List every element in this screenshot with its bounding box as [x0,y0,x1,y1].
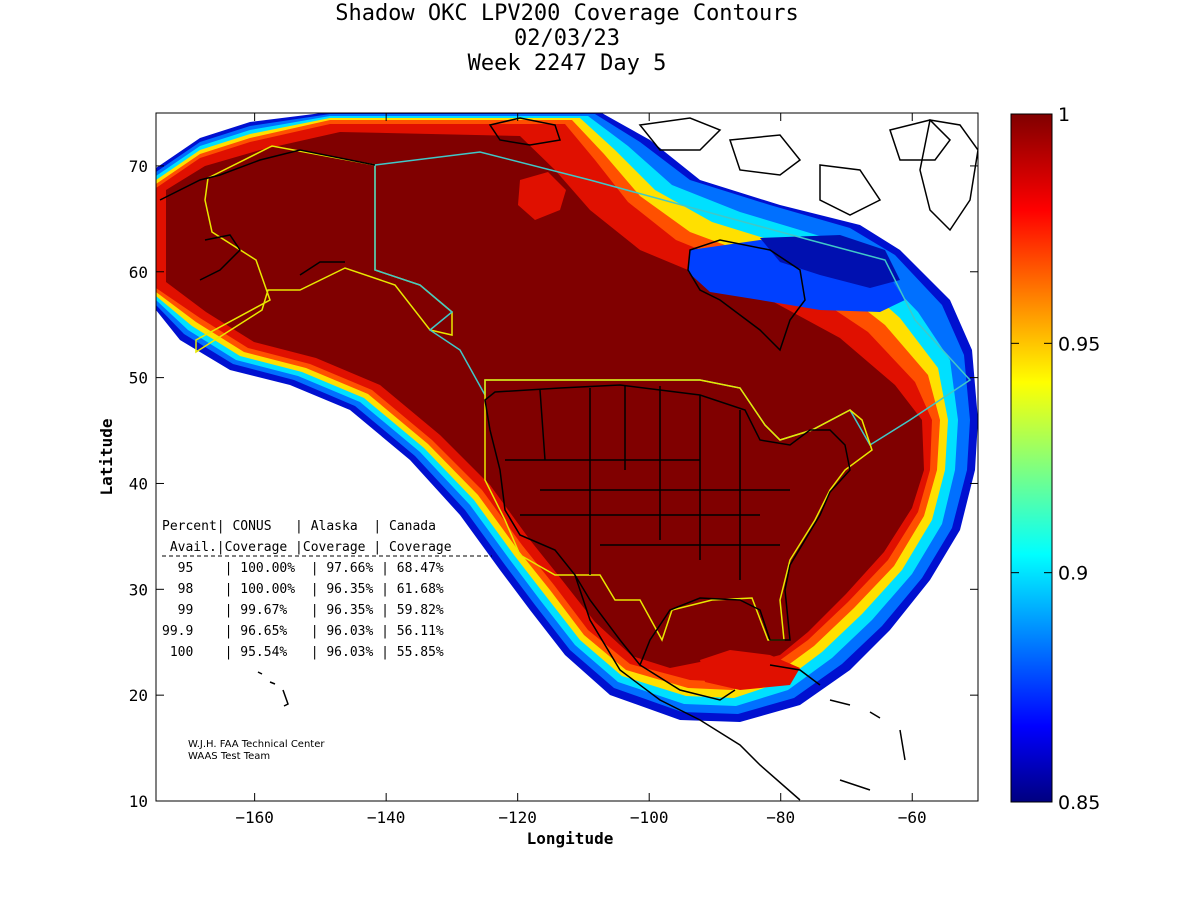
y-tick-label: 50 [129,369,148,388]
table-row: 95 | 100.00% | 97.66% | 68.47% [162,561,444,576]
north-america-coast [484,384,851,667]
conus-boundary [484,379,873,642]
x-axis: −160 −140 −120 −100 −80 −60 [235,113,927,827]
table-header-2: Avail.|Coverage |Coverage | Coverage [162,540,452,555]
credit-line-2: WAAS Test Team [188,751,270,762]
plot-frame [155,112,979,802]
y-tick-label: 70 [129,157,148,176]
chart-week: Week 2247 Day 5 [467,51,667,76]
caribbean-islands [769,664,906,791]
x-tick-label: −140 [367,808,406,827]
y-tick-label: 40 [129,474,148,493]
colorbar-tick-label: 0.95 [1058,333,1100,355]
state-lines [505,386,790,580]
colorbar-ticks: 1 0.95 0.9 0.85 [1011,104,1100,814]
colorbar-tick-label: 0.85 [1058,792,1100,814]
colorbar: 1 0.95 0.9 0.85 [1010,104,1100,814]
y-tick-label: 10 [129,792,148,811]
x-tick-label: −100 [630,808,669,827]
table-row: 100 | 95.54% | 96.03% | 55.85% [162,645,444,660]
map-outlines [159,117,978,801]
y-tick-label: 60 [129,263,148,282]
credit-line-1: W.J.H. FAA Technical Center [188,739,325,750]
table-header-1: Percent| CONUS | Alaska | Canada [162,519,436,534]
arctic-islands [488,117,951,216]
colorbar-tick-label: 0.9 [1058,563,1088,585]
table-row: 98 | 100.00% | 96.35% | 61.68% [162,582,444,597]
hudson-bay-coast [687,239,806,352]
x-tick-label: −80 [766,808,795,827]
x-tick-label: −160 [235,808,274,827]
hawaii-islands [257,671,289,707]
x-tick-label: −60 [898,808,927,827]
mexico-central-america-coast [574,574,801,801]
alaska-coast [159,149,376,281]
y-tick-label: 30 [129,580,148,599]
y-axis-label: Latitude [97,418,116,495]
table-row: 99.9 | 96.65% | 96.03% | 56.11% [162,624,444,639]
alaska-red-pocket [518,172,566,220]
y-tick-label: 20 [129,686,148,705]
coverage-contours [156,113,978,722]
gulf-red-pocket [700,650,800,690]
x-axis-label: Longitude [527,829,614,848]
hudson-very-low-region [760,235,900,288]
greenland-coast [919,119,978,232]
y-axis: 10 20 30 40 50 60 70 [129,157,978,811]
chart-date: 02/03/23 [514,26,620,51]
chart-title: Shadow OKC LPV200 Coverage Contours [335,1,799,26]
table-row: 99 | 99.67% | 96.35% | 59.82% [162,603,444,618]
colorbar-gradient [1010,113,1053,803]
coverage-table: Percent| CONUS | Alaska | Canada Avail.|… [162,519,492,660]
contour-1.0 [166,132,924,668]
x-tick-label: −120 [498,808,537,827]
colorbar-tick-label: 1 [1058,104,1070,126]
